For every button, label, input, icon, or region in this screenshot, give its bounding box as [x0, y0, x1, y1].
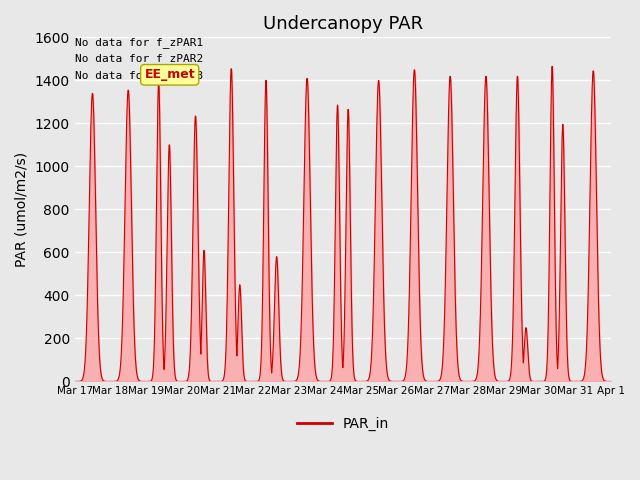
Y-axis label: PAR (umol/m2/s): PAR (umol/m2/s)	[15, 152, 29, 267]
Text: EE_met: EE_met	[145, 68, 195, 81]
Text: No data for f_zPAR2: No data for f_zPAR2	[75, 53, 203, 64]
Text: No data for f_zPAR3: No data for f_zPAR3	[75, 70, 203, 81]
Text: No data for f_zPAR1: No data for f_zPAR1	[75, 37, 203, 48]
Title: Undercanopy PAR: Undercanopy PAR	[263, 15, 423, 33]
Legend: PAR_in: PAR_in	[291, 411, 394, 436]
